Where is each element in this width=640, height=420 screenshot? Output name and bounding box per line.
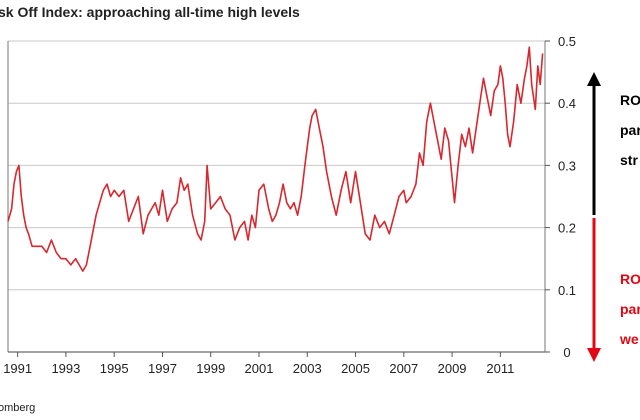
- y-tick-label: 0.5: [558, 34, 576, 49]
- x-tick-label: 2001: [245, 361, 274, 376]
- lower-annotation-line-2: par: [620, 301, 640, 317]
- x-axis-ticks: 1991 1993 1995 1997 1999 2001 2003 2005 2007 2009…: [3, 352, 514, 376]
- gridlines: [8, 40, 545, 291]
- y-tick-label: 0.1: [558, 283, 576, 298]
- x-tick-label: 2003: [293, 361, 322, 376]
- upper-annotation-line-3: str: [620, 152, 638, 168]
- y-tick-label: 0.3: [558, 158, 576, 173]
- upper-annotation-line-1: RO: [620, 92, 640, 108]
- x-tick-label: 1997: [148, 361, 177, 376]
- upper-annotation-line-2: par: [620, 122, 640, 138]
- chart-title: sk Off Index: approaching all-time high …: [0, 4, 300, 20]
- x-tick-label: 1995: [100, 361, 129, 376]
- down-arrow: [587, 218, 601, 362]
- source-note: omberg: [0, 402, 35, 414]
- series-line: [7, 46, 544, 272]
- lower-annotation-line-1: RO: [620, 271, 640, 287]
- x-tick-label: 1991: [3, 361, 32, 376]
- x-tick-label: 2007: [389, 361, 418, 376]
- down-arrow-head: [587, 348, 601, 362]
- x-tick-label: 2011: [486, 361, 514, 376]
- up-arrow: [587, 72, 601, 215]
- x-tick-label: 2009: [438, 361, 467, 376]
- lower-annotation-line-3: we: [619, 331, 639, 347]
- x-tick-label: 1993: [51, 361, 80, 376]
- y-tick-label: 0.4: [558, 96, 576, 111]
- x-tick-label: 1999: [196, 361, 225, 376]
- y-axis-ticks: 0 0.1 0.2 0.3 0.4 0.5: [545, 34, 576, 360]
- x-tick-label: 2005: [341, 361, 370, 376]
- up-arrow-head: [587, 72, 601, 86]
- y-tick-label: 0: [563, 345, 570, 360]
- y-tick-label: 0.2: [558, 221, 576, 236]
